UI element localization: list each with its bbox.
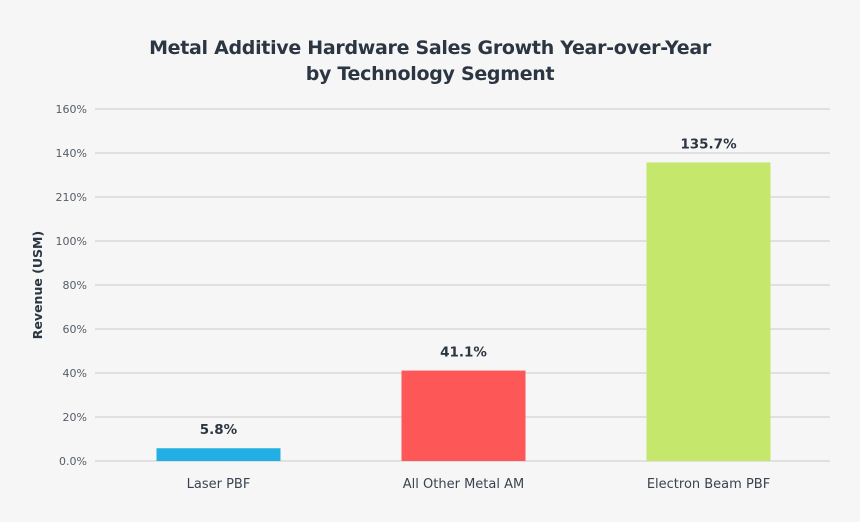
y-tick-label: 60% <box>63 323 87 336</box>
y-tick-label: 100% <box>56 235 87 248</box>
data-label: 41.1% <box>440 345 487 361</box>
y-tick-label: 20% <box>63 411 87 424</box>
x-axis-categories: Laser PBF All Other Metal AM Electron Beam… <box>187 477 771 492</box>
x-category-label: Laser PBF <box>187 477 251 492</box>
data-labels: 5.8% 41.1% 135.7% <box>200 136 737 438</box>
y-tick-label: 80% <box>63 279 87 292</box>
x-category-label: All Other Metal AM <box>403 477 524 492</box>
bars <box>156 162 771 461</box>
y-tick-label: 140% <box>56 147 87 160</box>
y-tick-label: 210% <box>56 191 87 204</box>
chart-title: Metal Additive Hardware Sales Growth Yea… <box>149 37 711 59</box>
y-tick-label: 40% <box>63 367 87 380</box>
chart-subtitle: by Technology Segment <box>305 63 555 85</box>
data-label: 5.8% <box>200 422 238 438</box>
bar <box>156 448 281 461</box>
y-tick-label: 160% <box>56 103 87 116</box>
x-category-label: Electron Beam PBF <box>647 477 770 492</box>
chart-title-block: Metal Additive Hardware Sales Growth Yea… <box>0 35 860 87</box>
bar <box>401 370 526 461</box>
y-axis-ticks: 0.0% 20% 40% 60% 80% 100% 210% 140% 160% <box>56 103 87 468</box>
bar <box>646 162 771 461</box>
y-tick-label: 0.0% <box>59 455 87 468</box>
data-label: 135.7% <box>680 136 737 152</box>
y-axis-label: Revenue (USM) <box>30 231 45 339</box>
